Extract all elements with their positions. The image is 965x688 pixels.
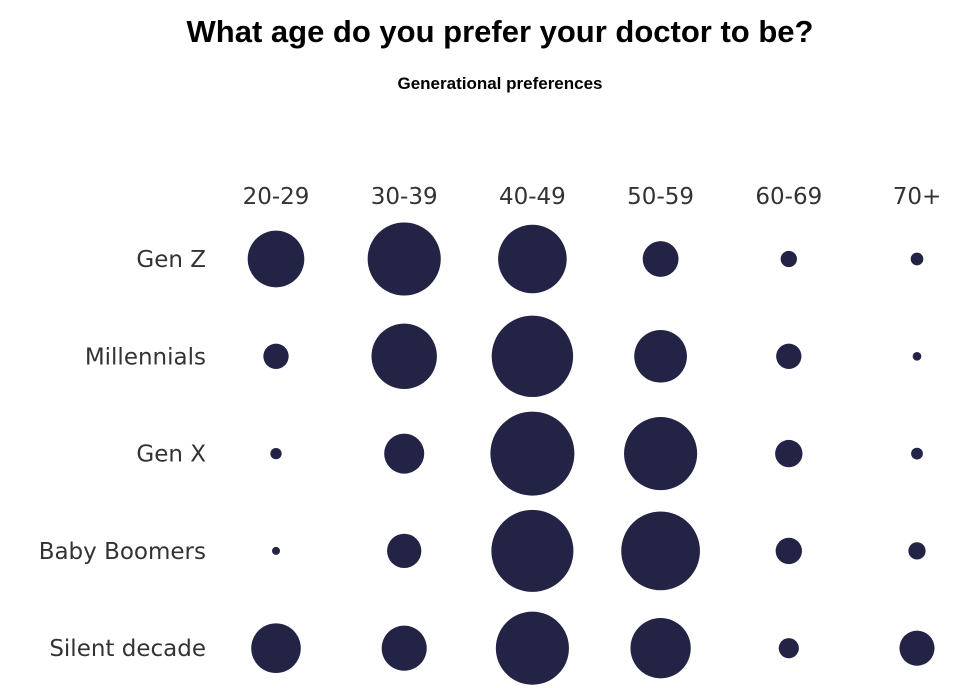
row-labels: Gen Z Millennials Gen X Baby Boomers Silent … xyxy=(39,247,207,662)
bubble-gen-z-30-39 xyxy=(367,222,441,296)
bubble-silent-decade-70+ xyxy=(899,630,935,666)
bubble-millennials-50-59 xyxy=(634,329,687,383)
row-label-baby-boomers: Baby Boomers xyxy=(39,539,206,565)
bubble-baby-boomers-60-69 xyxy=(775,537,802,565)
bubble-silent-decade-60-69 xyxy=(778,638,799,659)
bubble-millennials-30-39 xyxy=(371,323,437,389)
bubble-silent-decade-20-29 xyxy=(251,623,301,673)
bubbles xyxy=(247,222,935,685)
bubble-silent-decade-40-49 xyxy=(495,611,569,685)
bubble-gen-z-40-49 xyxy=(498,224,567,294)
bubble-millennials-40-49 xyxy=(491,315,574,398)
bubble-baby-boomers-70+ xyxy=(908,542,926,560)
column-labels: 20-29 30-39 40-49 50-59 60-69 70+ xyxy=(243,184,942,210)
bubble-silent-decade-30-39 xyxy=(381,625,427,671)
bubble-gen-x-70+ xyxy=(911,447,923,460)
row-label-gen-z: Gen Z xyxy=(136,247,206,273)
column-label-70+: 70+ xyxy=(893,184,942,210)
column-label-40-49: 40-49 xyxy=(499,184,566,210)
bubble-baby-boomers-30-39 xyxy=(387,533,422,569)
bubble-gen-z-20-29 xyxy=(247,230,305,288)
bubble-gen-x-30-39 xyxy=(384,433,425,474)
bubble-baby-boomers-50-59 xyxy=(621,511,700,591)
bubble-gen-z-60-69 xyxy=(780,250,797,268)
bubble-baby-boomers-20-29 xyxy=(272,546,280,555)
bubble-gen-x-20-29 xyxy=(270,447,282,460)
bubble-silent-decade-50-59 xyxy=(630,618,691,679)
bubble-millennials-60-69 xyxy=(776,343,802,369)
row-label-silent-decade: Silent decade xyxy=(49,636,206,662)
chart-title: What age do you prefer your doctor to be… xyxy=(186,14,814,49)
bubble-millennials-20-29 xyxy=(263,343,289,369)
column-label-50-59: 50-59 xyxy=(627,184,694,210)
bubble-millennials-70+ xyxy=(912,351,922,361)
row-label-millennials: Millennials xyxy=(85,344,206,370)
bubble-baby-boomers-40-49 xyxy=(491,509,574,592)
column-label-30-39: 30-39 xyxy=(371,184,438,210)
bubble-gen-z-50-59 xyxy=(642,241,679,277)
bubble-gen-x-50-59 xyxy=(624,417,698,491)
row-label-gen-x: Gen X xyxy=(136,442,206,468)
bubble-gen-x-60-69 xyxy=(775,439,803,468)
bubble-gen-z-70+ xyxy=(910,252,924,266)
chart-subtitle: Generational preferences xyxy=(397,74,603,93)
bubble-gen-x-40-49 xyxy=(490,411,575,496)
column-label-20-29: 20-29 xyxy=(243,184,310,210)
column-label-60-69: 60-69 xyxy=(755,184,822,210)
